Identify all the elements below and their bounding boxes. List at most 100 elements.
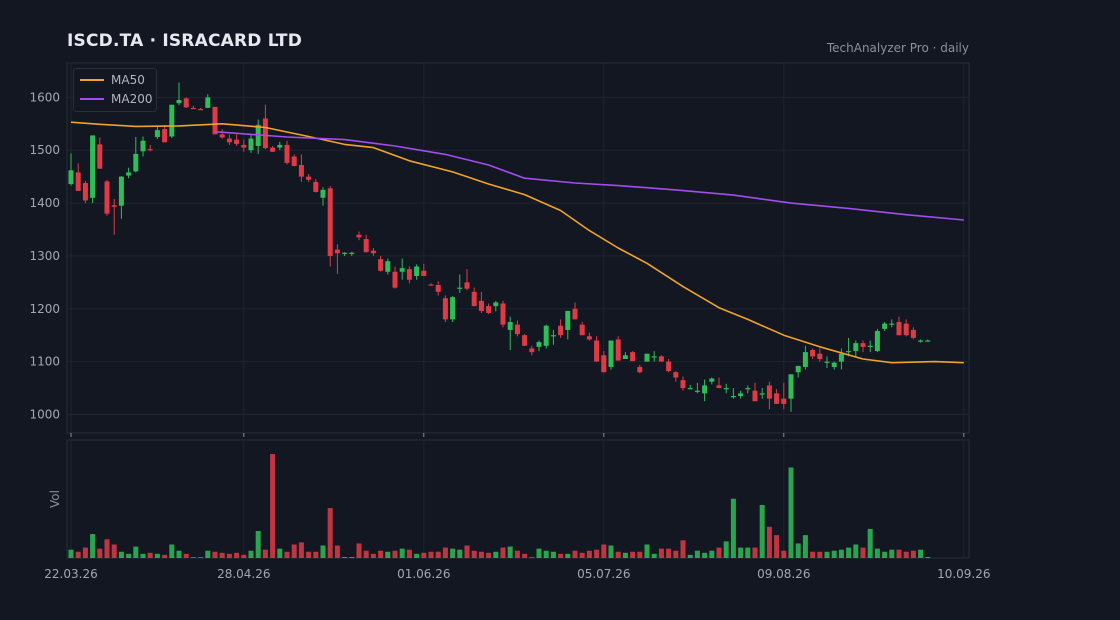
volume-bar [241, 554, 247, 558]
volume-bar [716, 547, 722, 558]
candle-body [421, 270, 427, 277]
volume-bar [277, 548, 283, 558]
volume-bar [370, 553, 376, 558]
candle-body [363, 239, 369, 253]
candle-body [644, 353, 650, 362]
volume-bar [126, 553, 132, 558]
date-tick-label: 01.06.26 [397, 567, 450, 581]
legend-entry-ma200: MA200 [80, 92, 152, 106]
volume-bar [428, 551, 434, 558]
candle-body [428, 284, 434, 286]
candle-body [212, 106, 218, 135]
volume-bar [190, 557, 196, 558]
candle-body [507, 322, 513, 330]
candle-body [435, 285, 441, 292]
candle-body [781, 398, 787, 404]
candle-body [176, 100, 182, 104]
candle-body [910, 329, 916, 338]
candle-body [550, 335, 556, 337]
candle-body [147, 149, 153, 151]
candle-body [126, 172, 132, 176]
volume-bar [622, 552, 628, 558]
volume-bar [291, 544, 297, 558]
volume-bar [392, 550, 398, 558]
volume-bar [183, 553, 189, 558]
volume-bar [306, 551, 312, 558]
volume-bar [658, 548, 664, 558]
volume-bar [644, 544, 650, 558]
candle-body [716, 385, 722, 389]
candle-body [817, 353, 823, 359]
volume-bar [118, 551, 124, 558]
candle-body [745, 388, 751, 390]
candle-body [622, 355, 628, 359]
volume-bar [442, 547, 448, 558]
chart-legend: MA50 MA200 [73, 68, 157, 112]
volume-bar [399, 548, 405, 558]
volume-panel-frame [66, 439, 970, 559]
candle-body [162, 129, 168, 143]
volume-bar [550, 551, 556, 558]
volume-bar [867, 528, 873, 558]
volume-bar [522, 553, 528, 558]
candle-body [637, 366, 643, 373]
volume-bar [90, 534, 96, 558]
price-panel-frame [66, 62, 970, 434]
volume-bar [651, 553, 657, 558]
candle-body [392, 271, 398, 288]
candle-body [615, 339, 621, 361]
volume-bar [889, 549, 895, 558]
candle-body [759, 393, 765, 395]
volume-bar [450, 548, 456, 558]
candle-body [486, 306, 492, 314]
volume-bar [507, 546, 513, 558]
volume-bar [219, 552, 225, 558]
volume-bar [874, 548, 880, 558]
candle-body [414, 266, 420, 277]
candle-body [97, 144, 103, 169]
volume-bar [82, 547, 88, 558]
candle-body [140, 140, 146, 152]
candle-body [385, 261, 391, 272]
candle-body [846, 351, 852, 353]
volume-bar [723, 541, 729, 558]
volume-bar [162, 554, 168, 558]
volume-bar [226, 553, 232, 558]
candle-body [342, 252, 348, 254]
volume-bar [334, 545, 340, 558]
volume-bar [702, 552, 708, 558]
candle-body [810, 350, 816, 357]
price-tick-label: 1100 [29, 355, 60, 369]
legend-swatch-ma200 [80, 98, 104, 100]
volume-bar [565, 553, 571, 558]
volume-bar [752, 547, 758, 558]
volume-bar [774, 535, 780, 558]
volume-bar [572, 550, 578, 558]
volume-bar [543, 550, 549, 558]
volume-bar [378, 550, 384, 558]
volume-bar [925, 557, 931, 558]
volume-bar [694, 550, 700, 558]
candle-body [658, 356, 664, 362]
candle-body [680, 380, 686, 389]
volume-bar [385, 551, 391, 558]
candle-body [457, 287, 463, 289]
candle-body [536, 342, 542, 347]
volume-bar [270, 454, 276, 558]
candle-body [896, 322, 902, 336]
volume-axis-label: Vol [48, 490, 62, 508]
volume-bar [817, 551, 823, 558]
volume-bar [579, 552, 585, 558]
volume-bar [529, 557, 535, 558]
candle-body [529, 348, 535, 353]
volume-bar [831, 550, 837, 558]
candle-body [565, 310, 571, 330]
candle-body [262, 118, 268, 149]
candle-body [478, 300, 484, 311]
volume-bar [500, 547, 506, 558]
candle-body [291, 156, 297, 167]
candle-body [118, 176, 124, 206]
candle-body [874, 330, 880, 352]
volume-bar [478, 551, 484, 558]
volume-bar [781, 550, 787, 558]
